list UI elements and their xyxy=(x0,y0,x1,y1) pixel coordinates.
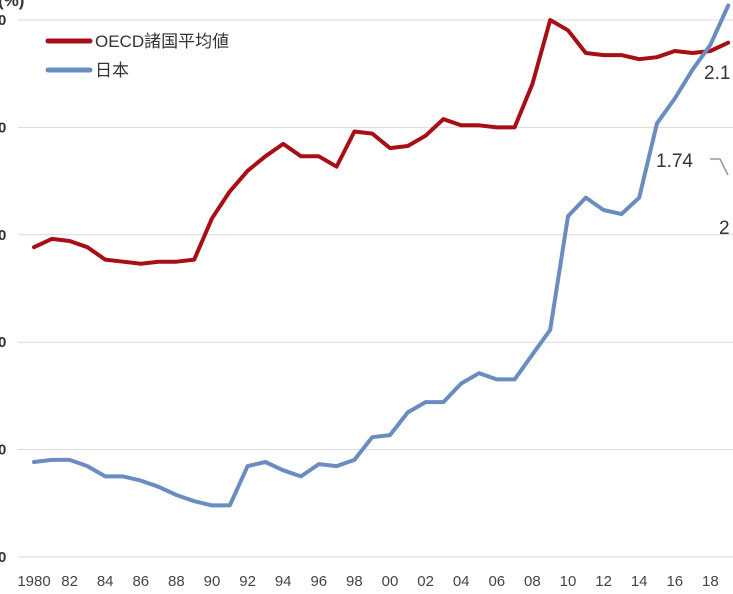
series-layer xyxy=(32,3,731,508)
x-tick-label: 12 xyxy=(595,573,612,590)
x-tick-label: 88 xyxy=(168,573,185,590)
y-tick-label: 0 xyxy=(0,12,6,29)
japan-end-label: 2 xyxy=(719,218,730,239)
series-line-japan xyxy=(32,3,731,508)
y-tick-label: 0 xyxy=(0,119,6,136)
y-axis-ticks: 0 0 0 0 0 0 xyxy=(0,12,6,566)
x-tick-label: 84 xyxy=(97,573,114,590)
x-tick-label: 82 xyxy=(61,573,78,590)
series-line-oecd xyxy=(32,18,731,266)
x-tick-label: 86 xyxy=(132,573,149,590)
x-tick-label: 08 xyxy=(524,573,541,590)
x-tick-label: 00 xyxy=(382,573,399,590)
x-axis-ticks: 1980 82 84 86 88 90 92 94 96 98 00 02 04 06 08 10 12 14 16… xyxy=(17,573,718,590)
japan-leader-line xyxy=(710,158,729,176)
legend-label-oecd: OECD諸国平均値 xyxy=(95,32,229,51)
x-tick-label: 90 xyxy=(204,573,221,590)
legend: OECD諸国平均値 日本 xyxy=(45,32,229,80)
x-tick-label: 18 xyxy=(702,573,719,590)
x-tick-label: 98 xyxy=(346,573,363,590)
x-tick-label: 92 xyxy=(239,573,256,590)
y-tick-label: 0 xyxy=(0,549,6,566)
x-tick-label: 14 xyxy=(631,573,648,590)
oecd-end-label: 2.1 xyxy=(704,63,730,84)
x-tick-label: 06 xyxy=(488,573,505,590)
y-tick-label: 0 xyxy=(0,227,6,244)
y-tick-label: 0 xyxy=(0,334,6,351)
x-tick-label: 16 xyxy=(666,573,683,590)
japan-value-label: 1.74 xyxy=(656,151,693,172)
y-tick-label: 0 xyxy=(0,442,6,459)
x-tick-label: 10 xyxy=(560,573,577,590)
x-tick-label: 04 xyxy=(453,573,470,590)
y-unit-label: (%) xyxy=(0,0,24,10)
gridlines xyxy=(18,19,733,558)
x-tick-label: 1980 xyxy=(17,573,50,590)
legend-label-japan: 日本 xyxy=(95,61,129,80)
x-tick-label: 02 xyxy=(417,573,434,590)
x-tick-label: 94 xyxy=(275,573,292,590)
x-tick-label: 96 xyxy=(310,573,327,590)
annotations: 2.1 1.74 2 xyxy=(656,63,730,239)
